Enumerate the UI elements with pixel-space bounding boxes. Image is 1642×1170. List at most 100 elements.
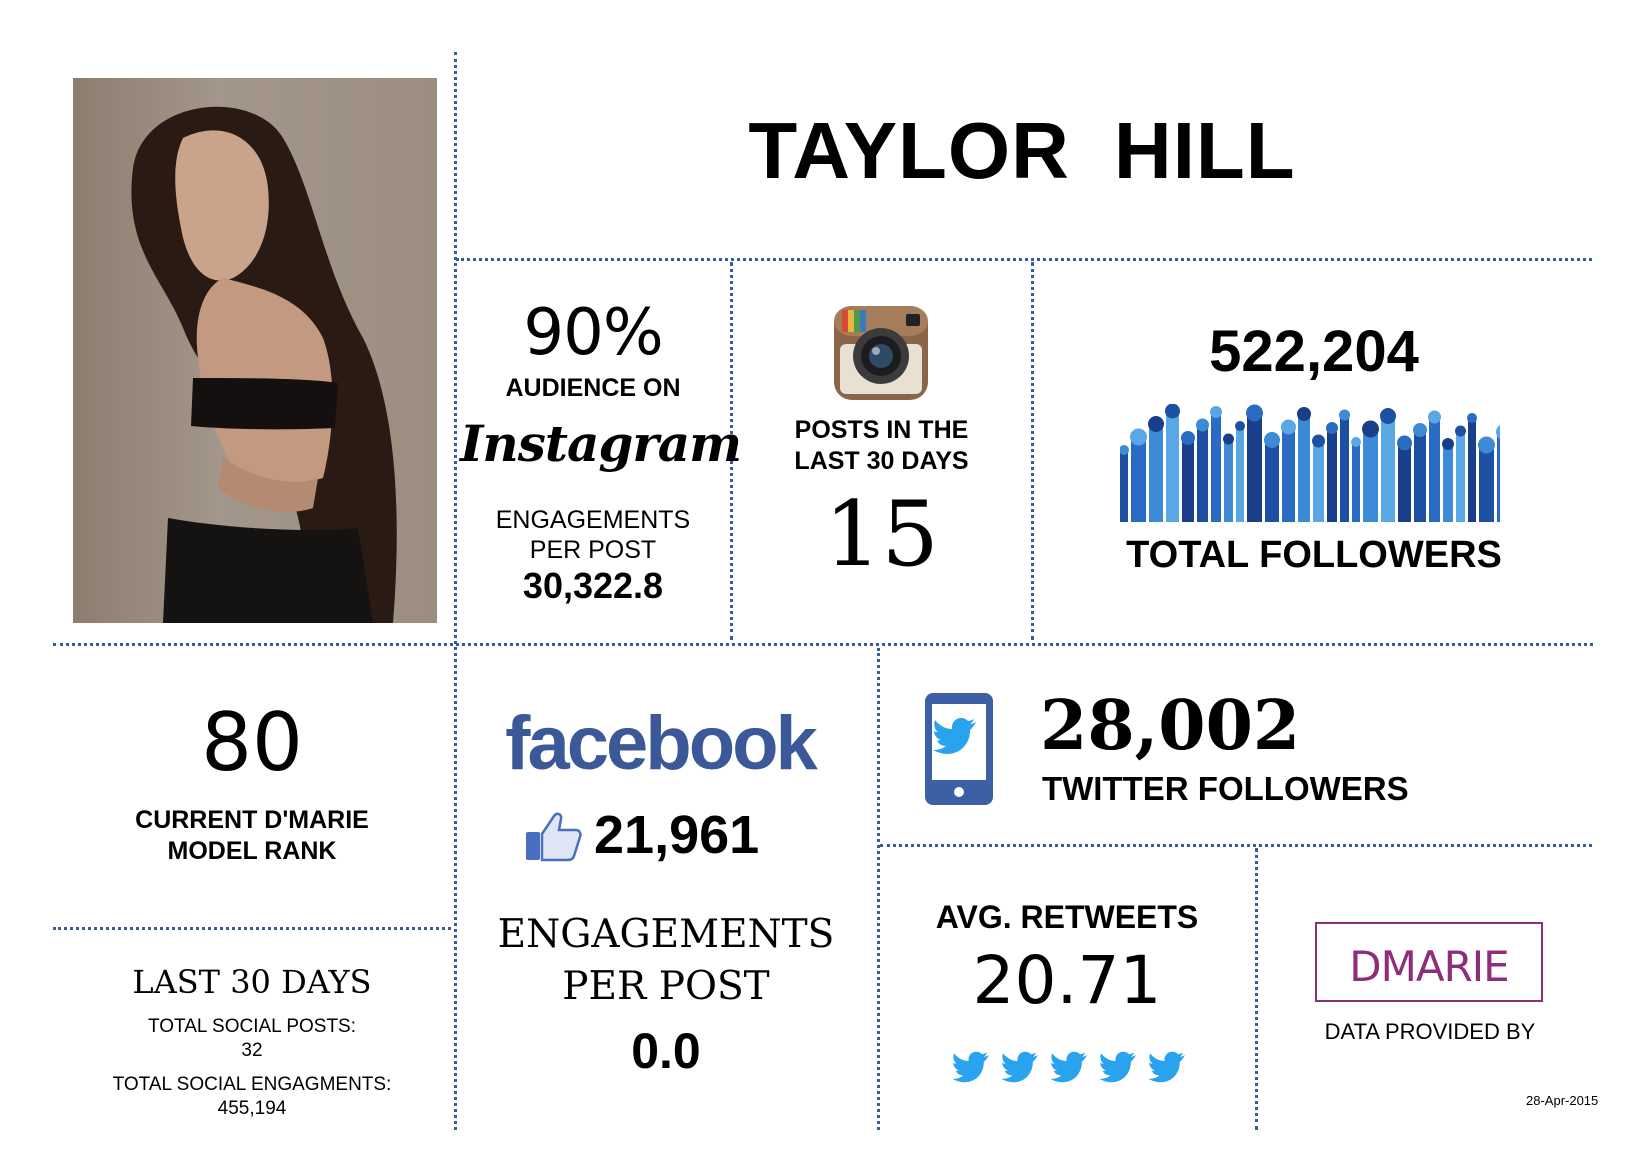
posts-value: 15 [824,482,939,587]
last30-engagements-label: TOTAL SOCIAL ENGAGMENTS: [112,1074,392,1095]
model-photo [73,78,437,623]
crowd-figure-body [1398,445,1411,522]
twitter-followers-value: 28,002 [1040,686,1301,766]
thumbs-up-icon [524,810,582,862]
last30-posts-value: 32 [241,1040,263,1061]
crowd-figure-head [1119,445,1129,455]
crowd-figure-head [1196,418,1209,432]
crowd-figure-head [1246,404,1263,422]
crowd-figure-head [1397,435,1412,451]
rank-label-2: MODEL RANK [167,837,337,865]
total-followers-value: 522,204 [1209,319,1419,384]
instagram-camera-icon [832,304,930,402]
crowd-figure-head [1312,434,1325,448]
fb-engagements-label-1: ENGAGEMENTS [497,912,835,957]
crowd-figure-body [1224,441,1233,522]
fb-engagements-value: 0.0 [631,1023,701,1079]
model-first-name: TAYLOR [748,106,1070,195]
divider-v-2 [1031,262,1034,640]
crowd-figure-body [1120,452,1128,522]
audience-percent: 90% [523,296,663,370]
crowd-figure-body [1443,446,1453,522]
crowd-figure-body [1352,444,1360,522]
crowd-figure-head [1281,419,1296,435]
crowd-figure-head [1181,431,1195,445]
crowd-figure-body [1313,443,1324,522]
divider-v-3 [877,648,880,1130]
divider-h-title [456,258,1592,261]
crowd-figure-head [1223,433,1234,445]
last30-posts-label: TOTAL SOCIAL POSTS: [148,1016,356,1037]
audience-label: AUDIENCE ON [505,374,681,402]
crowd-figure-body [1468,420,1476,522]
divider-h-middle [53,643,1593,646]
facebook-logo: facebook [505,701,818,786]
ig-engagements-label-1: ENGAGEMENTS [495,506,691,534]
crowd-figure-body [1429,419,1440,522]
twitter-bird-icon [952,1051,989,1083]
crowd-figure-body [1265,442,1279,522]
divider-v-1 [730,262,733,640]
crowd-figure-body [1414,432,1426,522]
crowd-figure-body [1456,433,1465,522]
model-photo-illustration [131,106,397,623]
crowd-figure-body [1236,428,1244,522]
crowd-figure-body [1363,431,1378,522]
crowd-figure-head [1264,432,1280,448]
crowd-figure-head [1351,437,1361,447]
crowd-figure-body [1247,415,1262,522]
rank-value: 80 [201,696,303,789]
crowd-figure-head [1297,407,1311,421]
retweets-value: 20.71 [972,942,1162,1019]
model-last-name: HILL [1113,106,1296,195]
fb-engagements-label-2: PER POST [562,964,770,1009]
crowd-figure-body [1166,413,1179,522]
crowd-figure-body [1497,434,1511,522]
crowd-figure-head [1339,409,1350,421]
posts-label-1: POSTS IN THE [794,416,969,444]
dmarie-logo-text: DMARIE [1349,942,1509,991]
facebook-likes-value: 21,961 [594,805,760,865]
rank-label-1: CURRENT D'MARIE [135,806,369,834]
crowd-figure-head [1413,423,1427,437]
dmarie-logo: DMARIE [1315,922,1543,1002]
twitter-followers-label: TWITTER FOLLOWERS [1042,770,1409,807]
divider-v-photo [454,52,457,1130]
twitter-bird-icon [1001,1051,1038,1083]
crowd-figure-head [1380,408,1396,424]
crowd-icon [1119,403,1512,522]
crowd-figure-body [1149,426,1163,522]
total-followers-label: TOTAL FOLLOWERS [1126,534,1502,576]
divider-h-right [880,844,1592,847]
crowd-figure-head [1455,425,1466,437]
crowd-figure-head [1148,416,1164,432]
crowd-figure-head [1478,436,1495,454]
posts-label-2: LAST 30 DAYS [794,447,969,475]
crowd-figure-head [1442,438,1454,450]
crowd-figure-body [1381,418,1395,522]
provider-label: DATA PROVIDED BY [1324,1019,1536,1044]
divider-h-left [53,927,451,930]
crowd-figure-head [1165,403,1180,419]
crowd-figure-body [1282,429,1295,522]
phone-twitter-icon [924,692,994,806]
twitter-birds-row [950,1050,1190,1086]
twitter-bird-icon [1148,1051,1185,1083]
ig-engagements-label-2: PER POST [529,536,657,564]
model-name-title: TAYLOR HILL [452,105,1592,197]
last30-engagements-value: 455,194 [217,1098,287,1119]
crowd-figure-head [1362,420,1379,438]
instagram-script-logo: Instagram [460,414,742,473]
crowd-figure-body [1197,427,1208,522]
crowd-figure-head [1428,410,1441,424]
retweets-label: AVG. RETWEETS [935,899,1199,935]
crowd-figure-body [1340,417,1349,522]
ig-engagements-value: 30,322.8 [522,565,664,606]
crowd-figure-head [1210,406,1222,418]
crowd-figure-body [1327,430,1337,522]
crowd-figure-body [1479,447,1494,522]
twitter-bird-icon [1050,1051,1087,1083]
last30-title: LAST 30 DAYS [132,963,372,1001]
crowd-figure-head [1235,421,1245,431]
twitter-bird-icon [1099,1051,1136,1083]
